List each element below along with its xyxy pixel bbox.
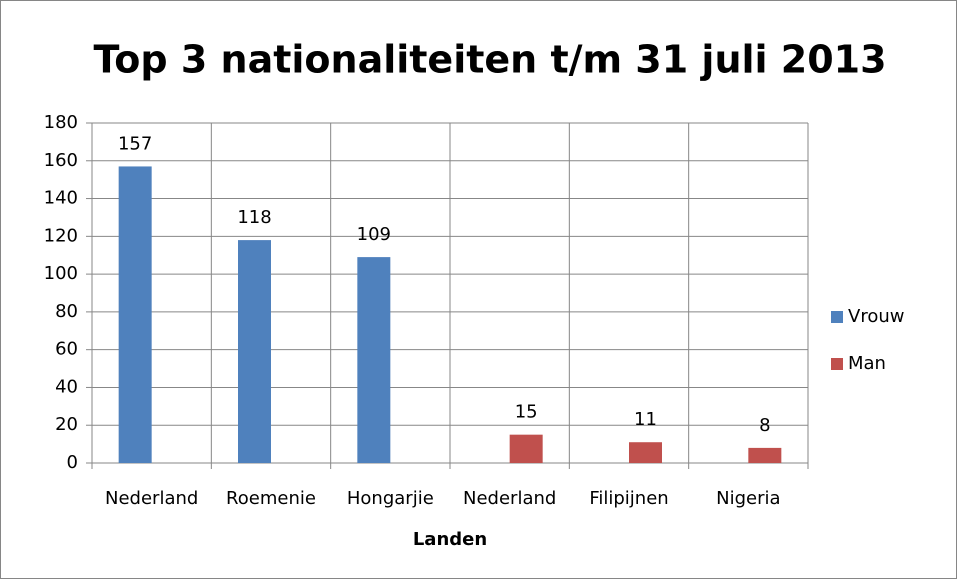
y-tick-label: 0 (67, 452, 78, 473)
data-label: 11 (634, 409, 657, 430)
bar (629, 442, 662, 463)
y-tick-label: 80 (55, 301, 78, 322)
data-label: 109 (357, 224, 391, 245)
data-label: 157 (118, 133, 152, 154)
x-tick-label: Filipijnen (589, 488, 668, 509)
bar (238, 240, 271, 463)
x-tick-label: Nederland (105, 488, 198, 509)
bar (509, 434, 543, 463)
bar (357, 257, 391, 463)
x-tick-label: Roemenie (226, 488, 316, 509)
x-tick-label: Nigeria (716, 488, 780, 509)
legend-label: Man (848, 353, 886, 374)
y-tick-label: 120 (44, 225, 78, 246)
bar (118, 166, 152, 463)
y-tick-label: 140 (44, 188, 78, 209)
y-tick-label: 20 (55, 414, 78, 435)
data-label: 15 (515, 402, 538, 423)
x-tick-label: Hongarjie (347, 488, 434, 509)
legend-label: Vrouw (848, 306, 904, 327)
legend-swatch (831, 311, 843, 323)
x-axis-title: Landen (413, 529, 487, 550)
y-tick-label: 160 (44, 150, 78, 171)
x-tick-label: Nederland (463, 488, 556, 509)
y-tick-label: 40 (55, 376, 78, 397)
y-tick-label: 100 (44, 263, 78, 284)
data-label: 118 (237, 207, 271, 228)
y-tick-label: 60 (55, 339, 78, 360)
data-label: 8 (759, 415, 770, 436)
bar (748, 447, 782, 463)
legend-swatch (831, 358, 843, 370)
chart-title: Top 3 nationaliteiten t/m 31 juli 2013 (93, 38, 886, 82)
y-tick-label: 180 (44, 112, 78, 133)
